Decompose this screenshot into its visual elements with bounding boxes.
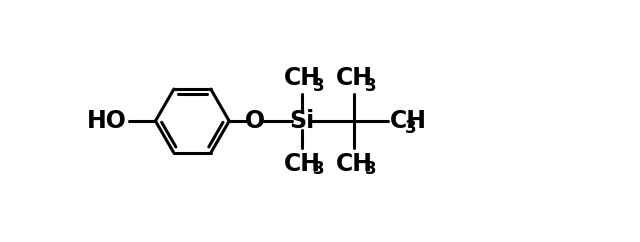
Text: O: O xyxy=(244,109,265,133)
Text: HO: HO xyxy=(87,109,127,133)
Text: 3: 3 xyxy=(405,119,417,137)
Text: CH: CH xyxy=(390,109,427,133)
Text: 3: 3 xyxy=(312,160,324,178)
Text: CH: CH xyxy=(335,66,372,90)
Text: CH: CH xyxy=(284,152,321,176)
Text: 3: 3 xyxy=(364,76,376,95)
Text: 3: 3 xyxy=(312,76,324,95)
Text: CH: CH xyxy=(284,66,321,90)
Text: 3: 3 xyxy=(364,160,376,178)
Text: Si: Si xyxy=(289,109,315,133)
Text: CH: CH xyxy=(335,152,372,176)
